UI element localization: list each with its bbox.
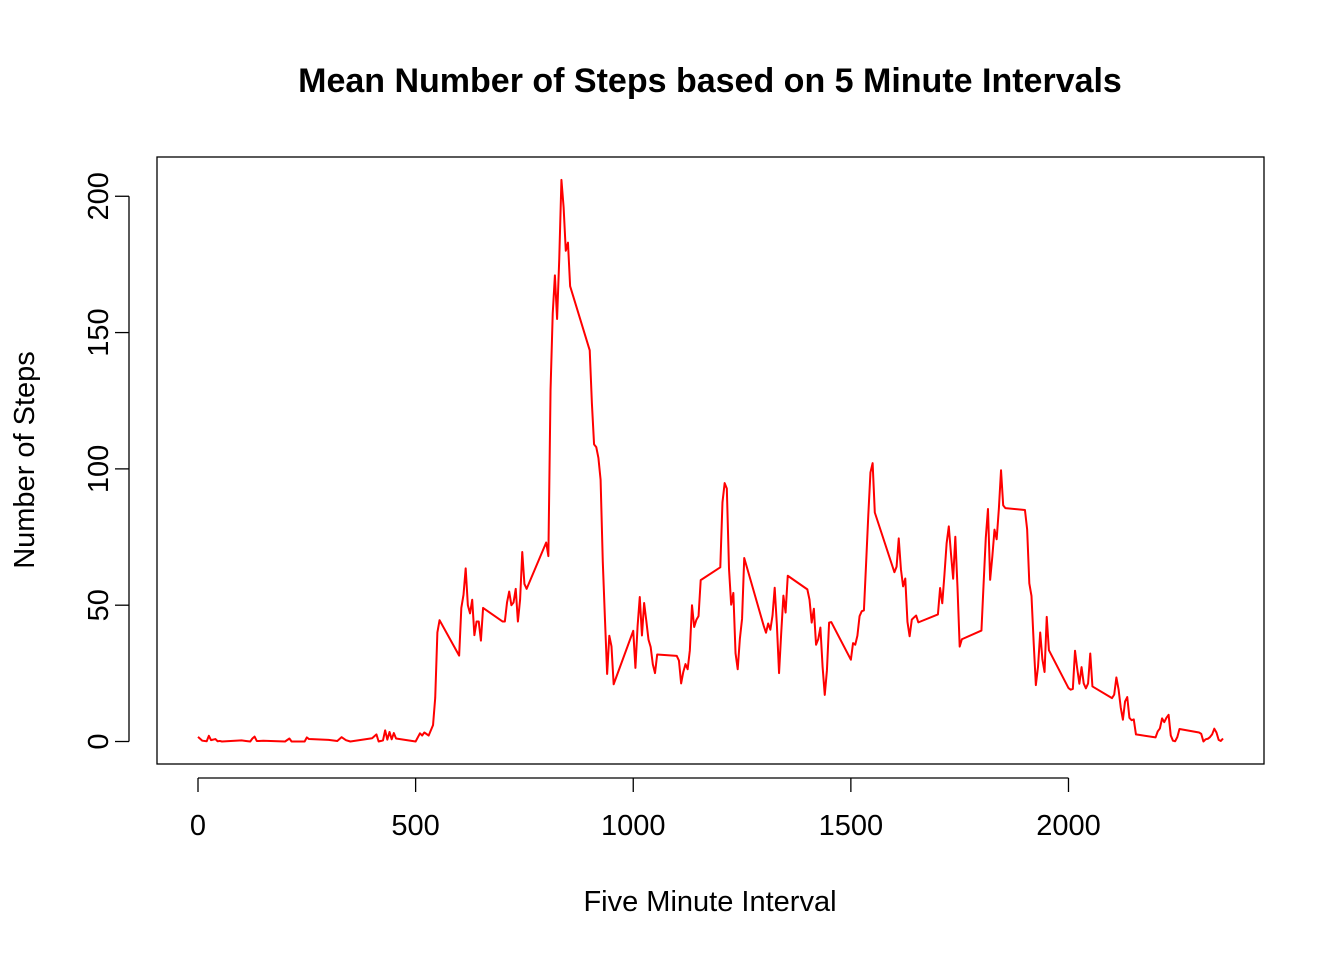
y-tick-label: 100 bbox=[83, 445, 115, 493]
x-tick-label: 2000 bbox=[1036, 810, 1101, 842]
x-tick-label: 1500 bbox=[819, 810, 884, 842]
y-tick-label: 150 bbox=[83, 308, 115, 356]
x-tick-label: 1000 bbox=[601, 810, 666, 842]
plot-box bbox=[156, 156, 1265, 765]
y-tick-label: 0 bbox=[83, 733, 115, 749]
y-tick-label: 50 bbox=[83, 589, 115, 621]
chart-title: Mean Number of Steps based on 5 Minute I… bbox=[298, 62, 1122, 100]
y-tick-label: 200 bbox=[83, 172, 115, 220]
x-tick-label: 0 bbox=[190, 810, 206, 842]
x-axis-label: Five Minute Interval bbox=[583, 886, 836, 918]
x-tick-label: 500 bbox=[391, 810, 439, 842]
y-axis-label: Number of Steps bbox=[9, 351, 41, 569]
data-line bbox=[197, 178, 1224, 743]
